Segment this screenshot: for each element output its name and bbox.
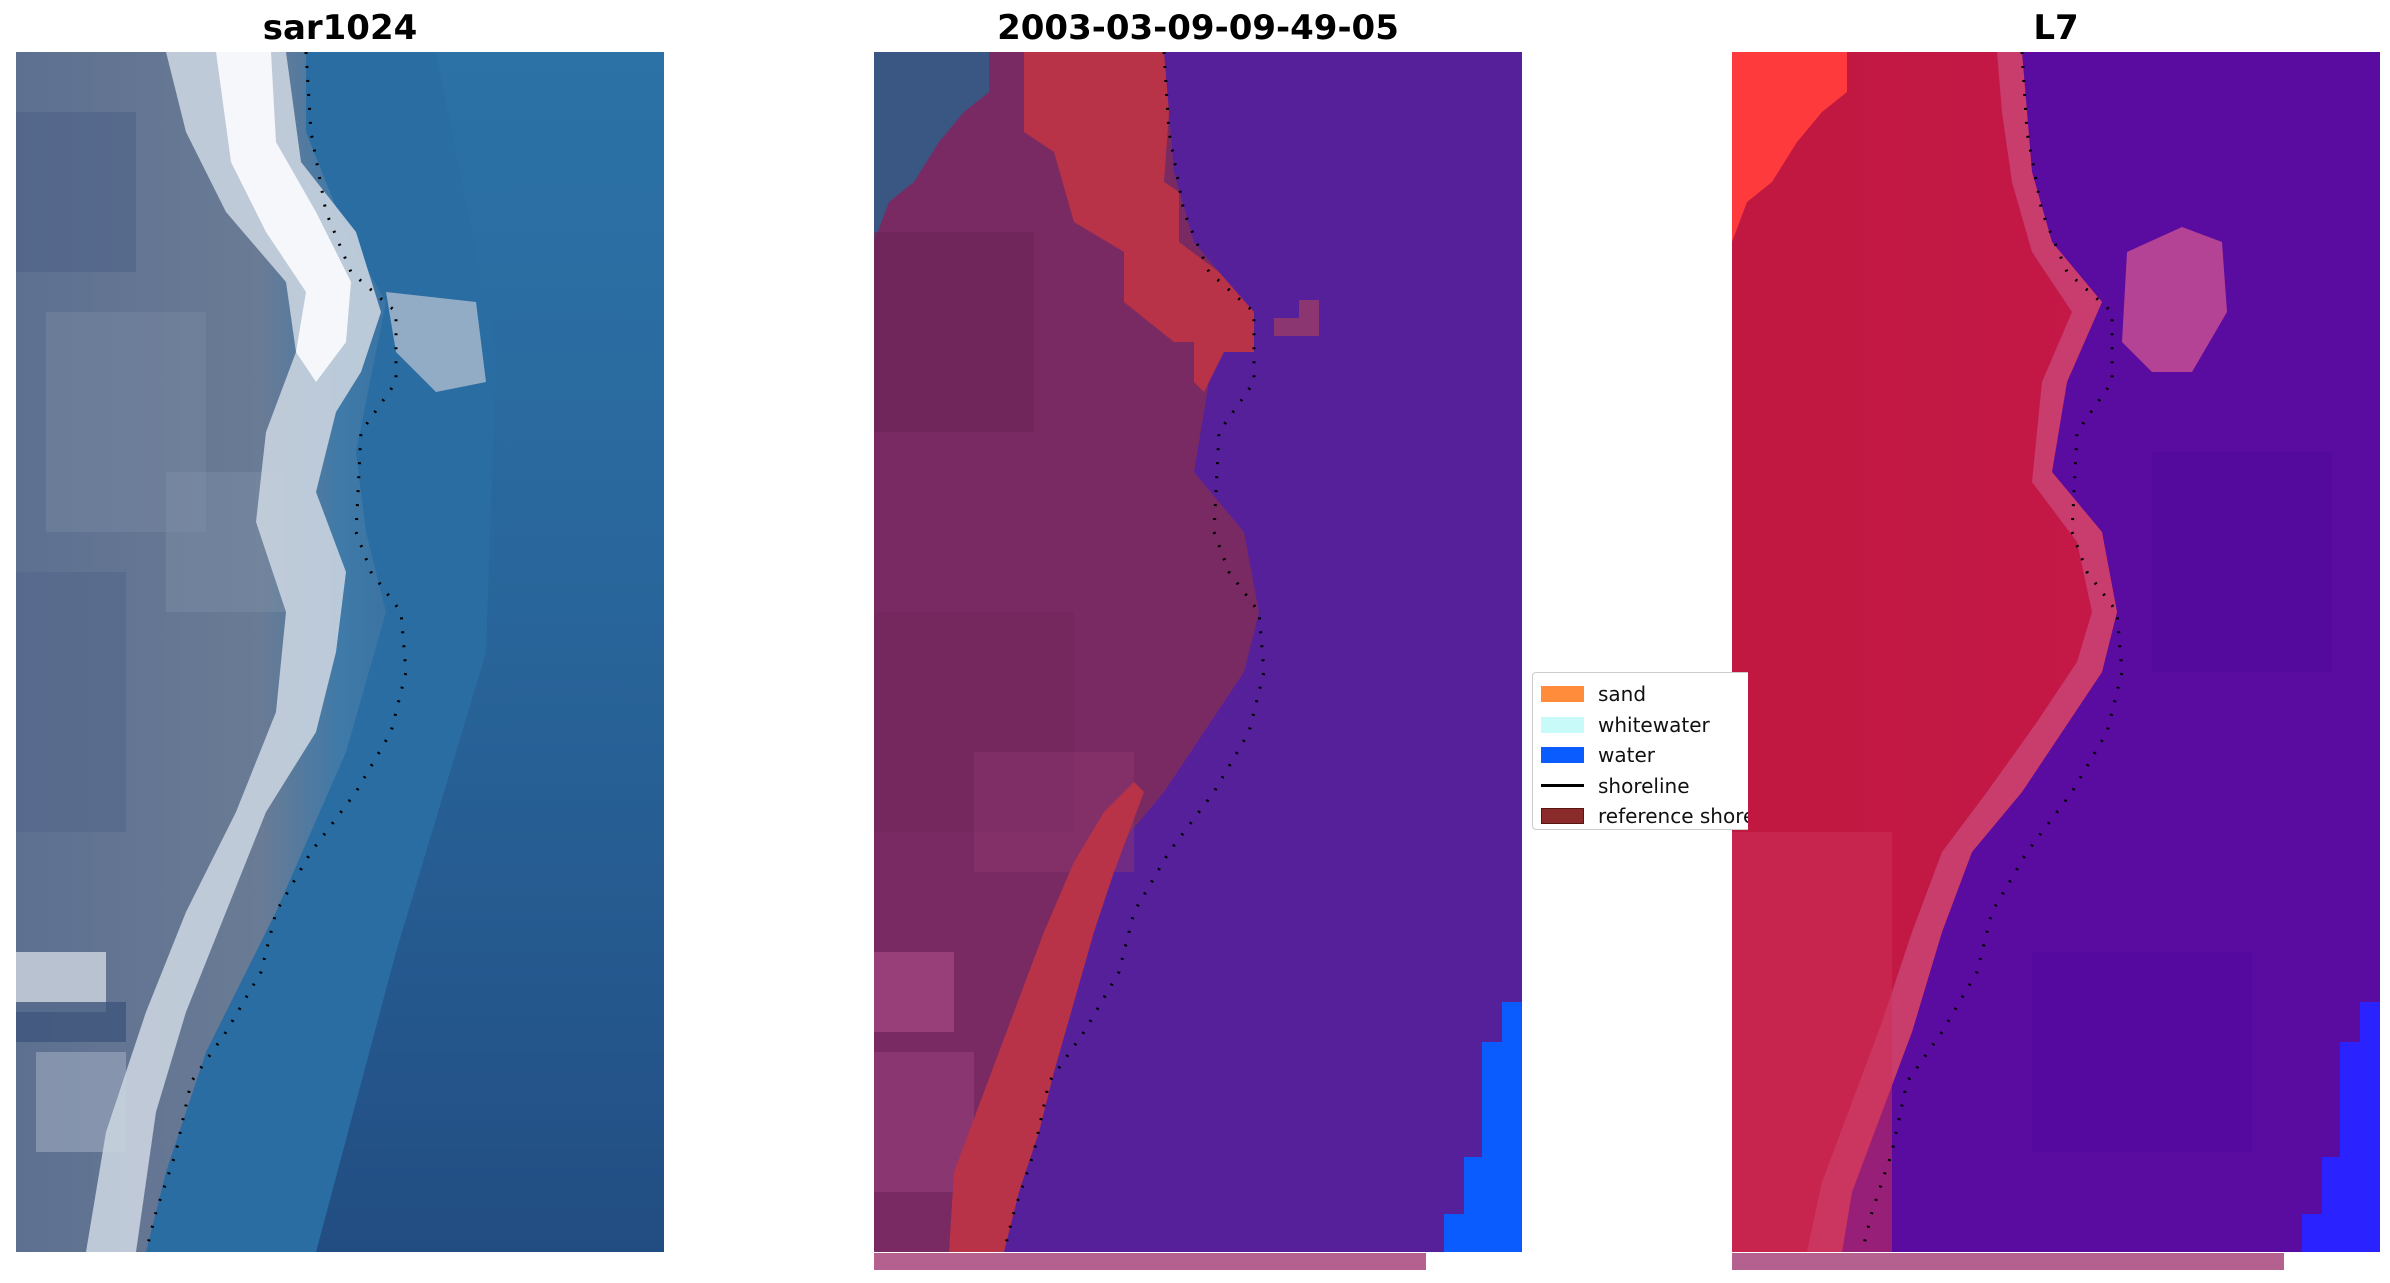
- legend-item-shoreline: shoreline: [1537, 771, 1748, 802]
- panel-title-l7: L7: [2033, 8, 2079, 48]
- whitewater-swatch: [1541, 716, 1584, 733]
- legend-item-water: water: [1537, 740, 1748, 771]
- legend-label-water: water: [1598, 743, 1655, 768]
- reference-buffer-bar-classified: [874, 1253, 1426, 1270]
- rgb-image: [16, 52, 664, 1252]
- panel-title-rgb: sar1024: [262, 8, 418, 48]
- classified-image-panel: [874, 52, 1522, 1252]
- water-swatch: [1541, 747, 1584, 764]
- l7-image: [1732, 52, 2380, 1252]
- legend-item-sand: sand: [1537, 679, 1748, 710]
- l7-panel-edge: [1732, 672, 1752, 830]
- reference-shoreline-swatch: [1541, 808, 1584, 825]
- legend-label-whitewater: whitewater: [1598, 712, 1710, 737]
- rgb-image-panel: [16, 52, 664, 1252]
- classified-image: [874, 52, 1522, 1252]
- legend-item-whitewater: whitewater: [1537, 710, 1748, 741]
- legend-item-reference-shoreline: reference shoreline buffer: [1537, 801, 1748, 829]
- legend-label-reference-shoreline: reference shoreline buffer: [1598, 804, 1748, 829]
- legend-label-shoreline: shoreline: [1598, 773, 1690, 798]
- reference-buffer-bar-l7: [1732, 1253, 2284, 1270]
- legend: sand whitewater water shoreline referenc…: [1532, 672, 1748, 830]
- panel-title-classified: 2003-03-09-09-49-05: [997, 8, 1399, 48]
- legend-label-sand: sand: [1598, 682, 1647, 707]
- shoreline-line-swatch: [1541, 784, 1584, 788]
- l7-image-panel: [1732, 52, 2380, 1252]
- sand-swatch: [1541, 686, 1584, 703]
